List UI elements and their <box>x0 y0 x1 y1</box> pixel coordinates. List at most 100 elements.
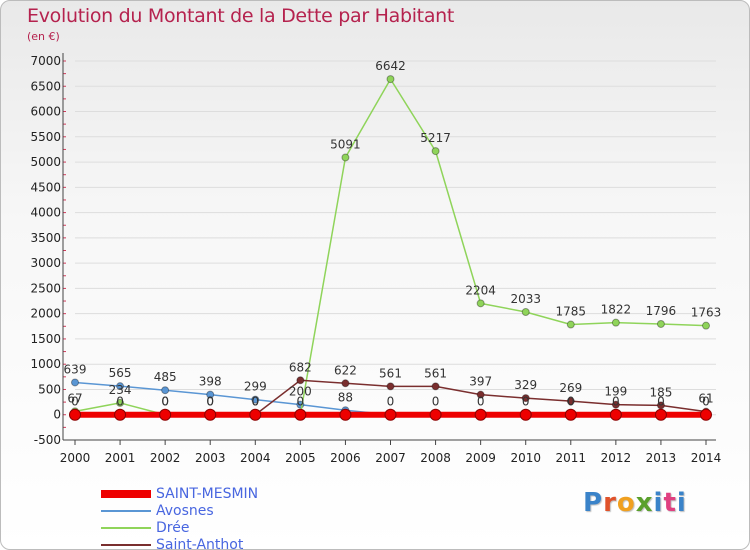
x-tick-label: 2008 <box>420 451 451 465</box>
data-point <box>521 394 530 403</box>
data-point <box>159 408 172 421</box>
chart-unit: (en €) <box>27 30 60 43</box>
legend-label: Avosnes <box>156 503 214 519</box>
data-label: 88 <box>338 390 353 404</box>
chart-title: Evolution du Montant de la Dette par Hab… <box>27 5 455 27</box>
data-label: 0 <box>206 395 214 409</box>
data-label: 682 <box>289 360 312 374</box>
x-tick-label: 2009 <box>465 451 496 465</box>
data-label: 2204 <box>465 283 496 297</box>
data-point <box>611 318 620 327</box>
data-point <box>116 382 125 391</box>
data-point <box>384 408 397 421</box>
data-point <box>249 408 262 421</box>
data-point <box>341 153 350 162</box>
data-label: 234 <box>109 383 132 397</box>
x-tick-label: 2014 <box>691 451 722 465</box>
data-label: 0 <box>657 395 665 409</box>
y-tick-label: 1000 <box>30 357 61 371</box>
data-point <box>519 408 532 421</box>
x-tick-label: 2002 <box>150 451 181 465</box>
y-tick-label: 5000 <box>30 155 61 169</box>
y-tick-label: 0 <box>53 408 61 422</box>
x-tick-label: 2003 <box>195 451 226 465</box>
data-label: 639 <box>64 362 87 376</box>
data-point <box>656 319 665 328</box>
data-label: 6642 <box>375 59 406 73</box>
data-label: 61 <box>698 392 713 406</box>
x-tick-labels: 2000 2001 2002 2003 2004 2005 2006 2007 2008 2009… <box>60 451 722 465</box>
data-label: 1822 <box>601 303 632 317</box>
data-point <box>521 307 530 316</box>
data-label: 565 <box>109 366 132 380</box>
data-label: 1763 <box>691 306 722 320</box>
data-point <box>609 408 622 421</box>
data-label: 0 <box>432 395 440 409</box>
data-point <box>71 378 79 387</box>
legend-swatch <box>101 510 151 512</box>
data-label: 0 <box>297 395 305 409</box>
data-point <box>431 147 440 156</box>
data-point <box>566 397 575 406</box>
data-point <box>474 408 487 421</box>
data-label: 1785 <box>556 305 587 319</box>
data-label: 397 <box>469 375 492 389</box>
data-point <box>296 376 305 385</box>
y-tick-label: 1500 <box>30 332 61 346</box>
data-point <box>386 382 395 391</box>
data-label: 2033 <box>510 292 541 306</box>
legend-swatch <box>101 490 151 498</box>
x-tick-label: 2012 <box>601 451 632 465</box>
data-point <box>204 408 217 421</box>
y-tick-label: 7000 <box>30 54 61 68</box>
data-point <box>294 408 307 421</box>
data-label: 0 <box>477 395 485 409</box>
data-point <box>114 408 127 421</box>
data-label: 398 <box>199 375 222 389</box>
data-label: 0 <box>71 395 79 409</box>
data-label: 0 <box>702 395 710 409</box>
data-label: 485 <box>154 370 177 384</box>
data-point <box>476 390 485 399</box>
data-label: 0 <box>116 395 124 409</box>
data-label: 5091 <box>330 137 361 151</box>
legend-swatch <box>101 544 151 546</box>
data-label: 561 <box>424 366 447 380</box>
data-label: 0 <box>251 395 259 409</box>
legend-label: SAINT-MESMIN <box>156 486 259 502</box>
y-tick-label: 3500 <box>30 231 61 245</box>
proxiti-logo: Proxiti <box>583 488 687 518</box>
y-tick-label: 4000 <box>30 206 61 220</box>
data-label: 0 <box>612 395 620 409</box>
legend-label: Drée <box>156 520 190 536</box>
y-tick-label: 5500 <box>30 130 61 144</box>
data-point <box>69 408 81 421</box>
data-point <box>251 395 260 404</box>
x-tick-label: 2011 <box>556 451 587 465</box>
data-label: 0 <box>251 395 259 409</box>
data-label: 0 <box>161 395 169 409</box>
data-label: 622 <box>334 363 357 377</box>
y-tick-label: 3000 <box>30 256 61 270</box>
data-label: 1796 <box>646 304 677 318</box>
y-tick-label: 2500 <box>30 281 61 295</box>
y-tick-label: -500 <box>34 433 61 447</box>
x-tick-label: 2010 <box>510 451 541 465</box>
data-label: 0 <box>387 395 395 409</box>
data-label: 200 <box>289 385 312 399</box>
data-label: 5217 <box>420 131 451 145</box>
x-tick-label: 2013 <box>646 451 677 465</box>
data-label: 0 <box>522 395 530 409</box>
y-tick-labels: -500 0 500 1000 1500 2000 2500 3000 3500 4000 4500… <box>30 54 61 447</box>
data-point <box>566 320 575 329</box>
data-label: 0 <box>206 395 214 409</box>
data-point <box>339 408 352 421</box>
x-tick-label: 2001 <box>105 451 136 465</box>
data-point <box>341 379 350 388</box>
x-tick-label: 2007 <box>375 451 406 465</box>
data-point <box>116 398 125 407</box>
data-label: 299 <box>244 380 267 394</box>
y-tick-label: 2000 <box>30 307 61 321</box>
y-tick-label: 6500 <box>30 79 61 93</box>
